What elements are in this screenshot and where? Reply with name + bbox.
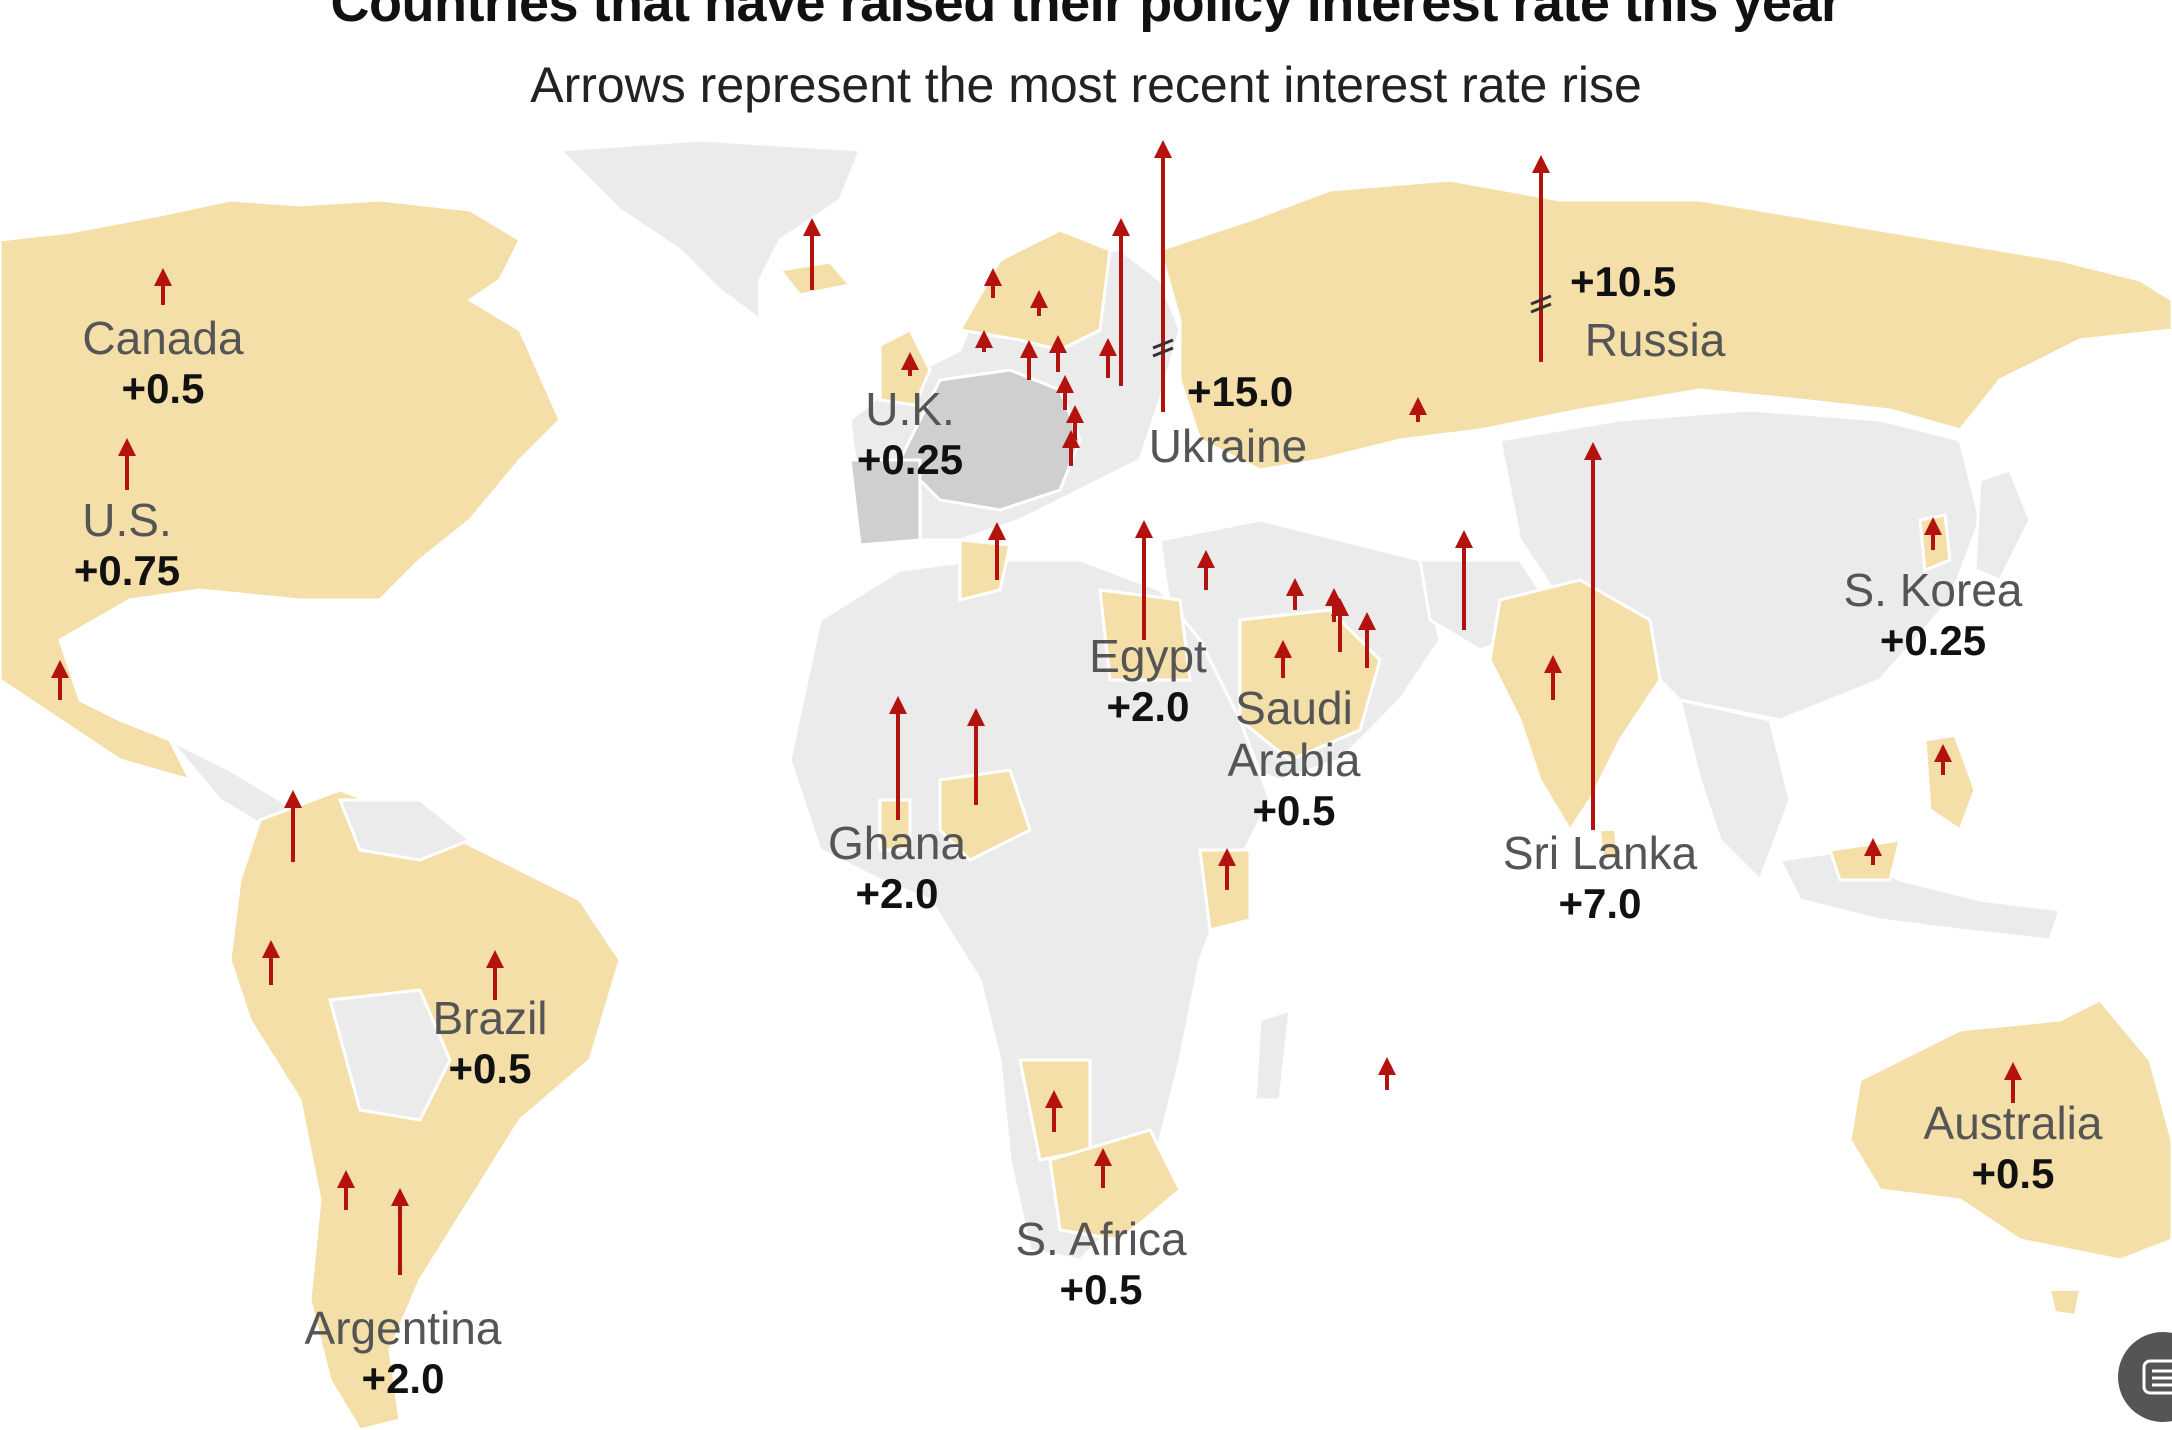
land-south-africa xyxy=(1048,1128,1182,1242)
land-iceland xyxy=(777,260,853,297)
axis-break-mark xyxy=(1152,346,1174,358)
rate-arrow-head xyxy=(1030,290,1048,308)
rate-arrow-head xyxy=(1286,578,1304,596)
rate-arrow-head xyxy=(1062,430,1080,448)
label-ghana: Ghana +2.0 xyxy=(827,817,967,917)
land-india xyxy=(1488,578,1662,833)
rate-arrow-head xyxy=(988,522,1006,540)
rate-arrow-head xyxy=(1455,530,1473,548)
value-russia: +10.5 xyxy=(1570,258,1677,305)
name-ukraine: Ukraine xyxy=(1148,420,1308,472)
label-sri-lanka: Sri Lanka +7.0 xyxy=(1502,827,1698,927)
rate-arrow-head xyxy=(1218,848,1236,866)
land-africa xyxy=(788,558,1272,1262)
land-australia xyxy=(1848,998,2172,1262)
rate-arrow-head xyxy=(2004,1062,2022,1080)
rate-arrow-head xyxy=(975,330,993,348)
label-argentina: Argentina +2.0 xyxy=(304,1302,502,1402)
rate-arrow-head xyxy=(803,218,821,236)
label-australia: Australia +0.5 xyxy=(1923,1097,2103,1197)
land-venezuela xyxy=(337,798,473,862)
rate-arrow-head xyxy=(1197,550,1215,568)
rate-arrow-head xyxy=(1056,375,1074,393)
rate-arrow-head xyxy=(1020,340,1038,358)
land-scandinavia xyxy=(957,228,1112,352)
label-brazil: Brazil +0.5 xyxy=(432,992,548,1092)
rate-arrow-head xyxy=(1135,520,1153,538)
rate-arrow-head xyxy=(486,950,504,968)
axis-break-mark xyxy=(1530,302,1552,314)
land-indonesia xyxy=(1777,848,2063,942)
rate-arrow-head xyxy=(1066,405,1084,423)
rate-arrow-head xyxy=(1154,140,1172,158)
rate-arrow-head xyxy=(1532,155,1550,173)
label-s-africa: S. Africa +0.5 xyxy=(1015,1213,1187,1313)
label-canada: Canada +0.5 xyxy=(82,312,244,412)
rate-arrow-head xyxy=(337,1170,355,1188)
rate-arrow-head xyxy=(1094,1148,1112,1166)
land-bolivia-paraguay xyxy=(328,988,452,1122)
land-philippines xyxy=(1923,733,1977,833)
label-saudi-arabia: Saudi Arabia +0.5 xyxy=(1227,682,1361,834)
rate-arrow-head xyxy=(1409,397,1427,415)
value-ukraine: +15.0 xyxy=(1187,368,1294,415)
land-nigeria xyxy=(938,768,1032,862)
land-malaysia xyxy=(1828,838,1902,882)
chart-subtitle: Arrows represent the most recent interes… xyxy=(530,57,1642,113)
rate-arrow-head xyxy=(1378,1057,1396,1075)
rate-arrow-head xyxy=(118,438,136,456)
land-madagascar xyxy=(1253,1007,1292,1102)
land-greenland xyxy=(556,138,863,323)
rate-arrow-head xyxy=(1331,598,1349,616)
land-north-america xyxy=(0,198,562,783)
land-southeast-asia xyxy=(1677,698,1792,883)
rate-arrow-head xyxy=(1934,744,1952,762)
rate-arrow-head xyxy=(391,1188,409,1206)
chart-title: Countries that have raised their policy … xyxy=(330,0,1842,33)
axis-break-mark xyxy=(1530,294,1552,306)
rate-arrow-head xyxy=(1864,838,1882,856)
axis-break-mark xyxy=(1152,338,1174,350)
rate-arrow-head xyxy=(262,940,280,958)
rate-arrow-head xyxy=(1112,218,1130,236)
label-us: U.S. +0.75 xyxy=(73,494,181,594)
land-russia xyxy=(1158,178,2172,472)
land-tasmania xyxy=(2048,1289,2082,1317)
rate-arrow-head xyxy=(984,268,1002,286)
rate-arrow-head xyxy=(284,790,302,808)
rate-arrow-head xyxy=(1274,640,1292,658)
label-uk: U.K. +0.25 xyxy=(856,383,964,483)
rate-arrow-head xyxy=(967,708,985,726)
land-sri-lanka xyxy=(1598,829,1620,862)
rate-arrow-head xyxy=(154,268,172,286)
name-russia: Russia xyxy=(1584,314,1726,366)
list-icon xyxy=(2142,1359,2172,1395)
rate-arrow-head xyxy=(1584,442,1602,460)
label-egypt: Egypt +2.0 xyxy=(1089,630,1207,730)
rate-arrow-head xyxy=(901,352,919,370)
rate-arrow-head xyxy=(1049,335,1067,353)
label-s-korea: S. Korea +0.25 xyxy=(1843,564,2023,664)
rate-arrow-head xyxy=(1924,517,1942,535)
rate-arrow-head xyxy=(1358,612,1376,630)
land-iberia xyxy=(848,458,922,547)
rate-arrow-head xyxy=(51,660,69,678)
land-japan xyxy=(1973,468,2032,582)
rate-arrow-head xyxy=(889,696,907,714)
rate-arrow-head xyxy=(1544,655,1562,673)
rate-arrow-head xyxy=(1045,1090,1063,1108)
rate-arrow-head xyxy=(1099,338,1117,356)
